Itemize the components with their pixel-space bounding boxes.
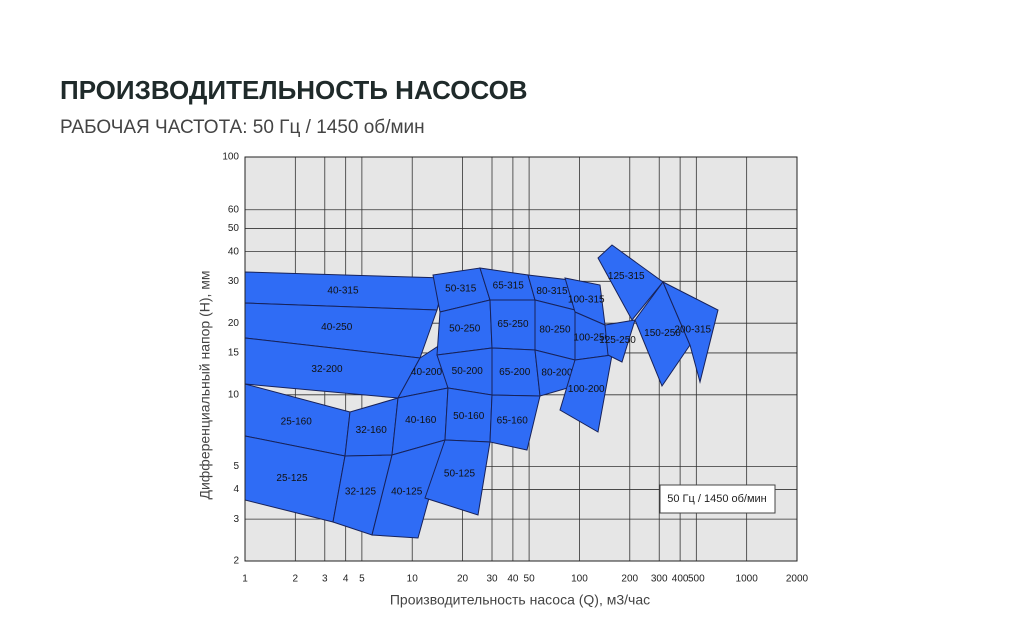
region-label: 40-125 bbox=[391, 487, 423, 498]
region-label: 80-315 bbox=[536, 286, 568, 297]
x-tick-label: 500 bbox=[688, 574, 705, 585]
x-tick-label: 2 bbox=[293, 574, 299, 585]
plot-frame bbox=[244, 156, 798, 562]
region-label: 40-315 bbox=[327, 285, 359, 296]
y-tick-label: 4 bbox=[233, 484, 239, 495]
region-label: 40-250 bbox=[321, 322, 353, 333]
x-tick-label: 30 bbox=[486, 574, 498, 585]
region-label: 50-250 bbox=[449, 323, 481, 334]
region-label: 32-125 bbox=[345, 487, 377, 498]
x-tick-label: 5 bbox=[359, 574, 365, 585]
x-tick-label: 200 bbox=[621, 574, 638, 585]
pump-region bbox=[371, 439, 446, 539]
region-label: 65-200 bbox=[499, 367, 531, 378]
region-label: 65-315 bbox=[493, 280, 525, 291]
region-label: 32-200 bbox=[311, 364, 343, 375]
region-label: 25-160 bbox=[281, 417, 313, 428]
pump-region bbox=[559, 354, 613, 433]
region-label: 40-160 bbox=[405, 415, 437, 426]
y-tick-label: 5 bbox=[233, 461, 239, 472]
title: ПРОИЗВОДИТЕЛЬНОСТЬ НАСОСОВ bbox=[60, 75, 528, 105]
annotation: 50 Гц / 1450 об/мин bbox=[667, 493, 767, 505]
x-tick-label: 50 bbox=[524, 574, 536, 585]
x-tick-label: 4 bbox=[343, 574, 349, 585]
subtitle: РАБОЧАЯ ЧАСТОТА: 50 Гц / 1450 об/мин bbox=[60, 117, 425, 138]
y-tick-label: 10 bbox=[228, 389, 240, 400]
region-label: 65-250 bbox=[497, 319, 529, 330]
pump-region bbox=[604, 319, 636, 363]
pump-region bbox=[489, 394, 541, 451]
y-tick-label: 60 bbox=[228, 204, 240, 215]
y-tick-label: 40 bbox=[228, 246, 240, 257]
region-label: 40-200 bbox=[411, 367, 443, 378]
region-label: 80-200 bbox=[541, 367, 573, 378]
region-label: 80-250 bbox=[539, 325, 571, 336]
region-label: 25-125 bbox=[276, 473, 308, 484]
y-tick-label: 2 bbox=[233, 556, 239, 567]
region-label: 125-315 bbox=[608, 271, 645, 282]
annotation-box bbox=[659, 484, 776, 514]
region-label: 32-160 bbox=[356, 425, 388, 436]
x-tick-label: 2000 bbox=[786, 574, 809, 585]
region-label: 100-250 bbox=[573, 333, 610, 344]
x-tick-label: 300 bbox=[651, 574, 668, 585]
x-tick-label: 40 bbox=[507, 574, 519, 585]
y-tick-label: 20 bbox=[228, 318, 240, 329]
x-axis-label: Производительность насоса (Q), м3/час bbox=[390, 592, 650, 608]
x-tick-label: 400 bbox=[672, 574, 689, 585]
x-tick-label: 10 bbox=[407, 574, 419, 585]
x-tick-label: 20 bbox=[457, 574, 469, 585]
region-label: 100-200 bbox=[568, 384, 605, 395]
region-label: 50-125 bbox=[444, 468, 476, 479]
region-label: 200-315 bbox=[674, 324, 711, 335]
y-axis-label: Дифференциальный напор (H), мм bbox=[197, 270, 213, 499]
y-tick-label: 100 bbox=[222, 152, 239, 163]
region-label: 125-250 bbox=[599, 335, 636, 346]
x-tick-label: 1 bbox=[242, 574, 248, 585]
x-tick-label: 100 bbox=[571, 574, 588, 585]
region-label: 100-315 bbox=[568, 295, 605, 306]
y-tick-label: 15 bbox=[228, 348, 240, 359]
region-label: 50-200 bbox=[452, 366, 484, 377]
pump-region bbox=[661, 280, 719, 384]
y-tick-label: 30 bbox=[228, 276, 240, 287]
region-label: 150-250 bbox=[644, 328, 681, 339]
x-tick-label: 1000 bbox=[736, 574, 759, 585]
region-label: 65-160 bbox=[497, 415, 529, 426]
region-label: 50-315 bbox=[445, 283, 477, 294]
y-tick-label: 50 bbox=[228, 223, 240, 234]
y-tick-label: 3 bbox=[233, 514, 239, 525]
regions: 40-315 40-250 32-200 25-160 25-125 32-160 32-1… bbox=[244, 244, 719, 539]
region-label: 50-160 bbox=[453, 411, 485, 422]
x-tick-label: 3 bbox=[322, 574, 328, 585]
pump-region bbox=[424, 439, 491, 516]
